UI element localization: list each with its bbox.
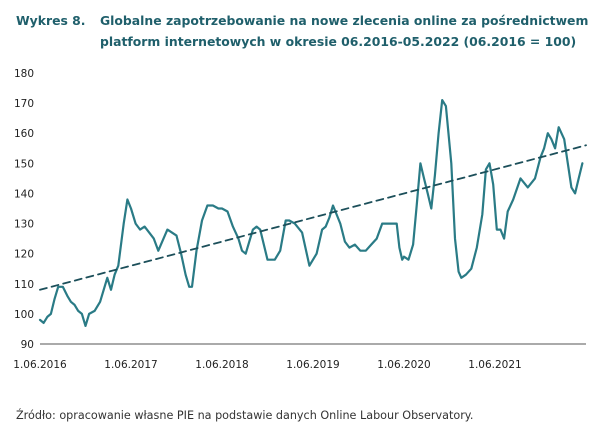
x-tick-label: 1.06.2018	[195, 359, 248, 371]
x-tick-label: 1.06.2016	[13, 359, 67, 371]
y-tick-label: 120	[14, 249, 34, 261]
trend-line	[39, 144, 587, 291]
x-axis-ticks: 1.06.2016 1.06.2017 1.06.2018 1.06.2019 1.06…	[13, 359, 521, 371]
x-tick-label: 1.06.2017	[104, 359, 157, 371]
y-tick-label: 150	[14, 158, 34, 170]
series-line	[38, 98, 584, 327]
y-tick-label: 130	[14, 219, 34, 231]
chart-title-label: Wykres 8.	[16, 13, 86, 28]
x-tick-label: 1.06.2019	[286, 359, 339, 371]
y-tick-label: 90	[21, 339, 34, 351]
y-tick-label: 100	[14, 309, 34, 321]
y-tick-label: 110	[14, 279, 34, 291]
source-note: Źródło: opracowanie własne PIE na podsta…	[16, 409, 474, 422]
chart-title-line-2: platform internetowych w okresie 06.2016…	[100, 34, 577, 49]
y-tick-label: 160	[14, 128, 34, 140]
y-tick-label: 180	[14, 68, 34, 80]
y-axis-ticks: 90 100 110 120 130 140 150 160 170 180	[14, 68, 34, 351]
chart-title-line-1: Globalne zapotrzebowanie na nowe zleceni…	[100, 13, 589, 28]
series-layer	[38, 98, 587, 327]
chart-title: Wykres 8. Globalne zapotrzebowanie na no…	[16, 10, 596, 52]
y-tick-label: 170	[14, 98, 34, 110]
x-tick-label: 1.06.2020	[377, 359, 430, 371]
x-tick-label: 1.06.2021	[468, 359, 521, 371]
y-tick-label: 140	[14, 188, 34, 200]
